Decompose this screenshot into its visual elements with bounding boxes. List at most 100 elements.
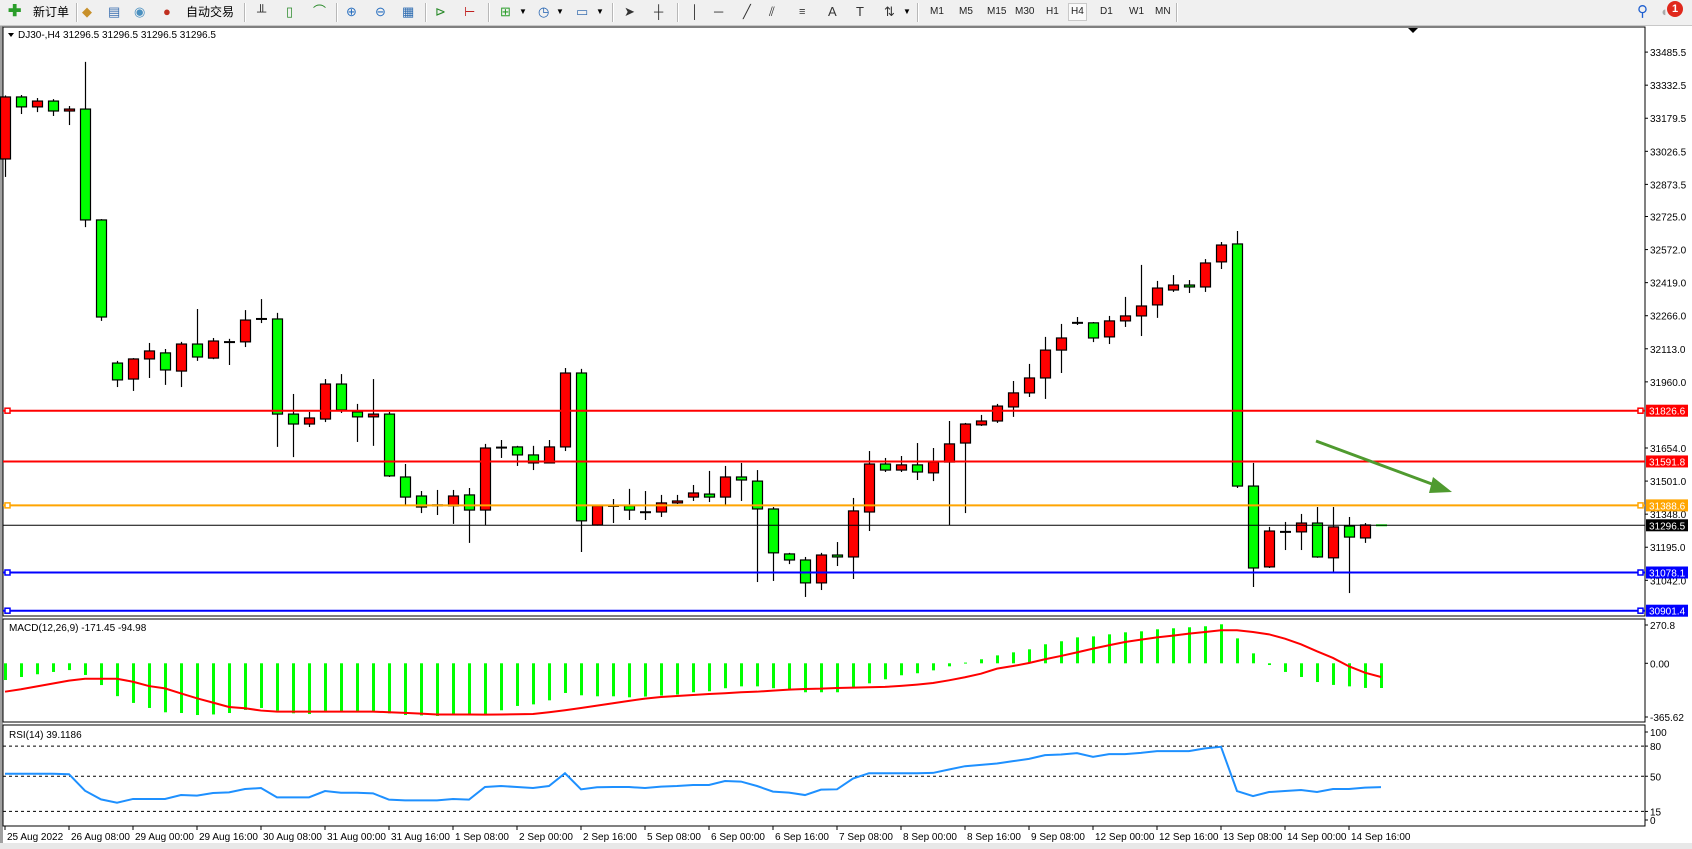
timeframe-d1[interactable]: D1 <box>1100 6 1113 17</box>
arrows-icon[interactable]: ⇅ <box>884 4 895 19</box>
time-axis-label: 25 Aug 2022 <box>7 832 64 843</box>
bar-chart-icon[interactable]: ╨ <box>257 4 267 19</box>
rsi-title: RSI(14) 39.1186 <box>9 730 82 741</box>
chevron-down-icon[interactable]: ▼ <box>556 7 564 16</box>
macd-histogram-bar <box>1012 652 1015 664</box>
macd-histogram-bar <box>532 663 535 705</box>
auto-trading-icon[interactable]: ● <box>163 4 171 19</box>
candle <box>1231 230 1244 489</box>
line-chart-icon[interactable]: ⌒ <box>313 4 327 19</box>
new-order-icon[interactable]: ✚ <box>8 3 22 20</box>
rsi-line <box>5 745 1382 804</box>
new-order-button[interactable]: 新订单 <box>33 5 70 19</box>
notification-icon[interactable]: ◖ <box>1660 4 1668 19</box>
macd-histogram-bar <box>644 663 647 697</box>
bull-candle-body <box>63 108 76 112</box>
text-label-icon[interactable]: T <box>856 4 864 19</box>
fibonacci-icon[interactable]: ≡ <box>799 6 806 18</box>
timeframe-mn[interactable]: MN <box>1155 6 1171 17</box>
bull-candle-body <box>1039 349 1052 379</box>
candle <box>975 414 988 426</box>
candlestick-icon[interactable]: ▯ <box>286 4 294 19</box>
notification-badge[interactable]: 1 <box>1667 1 1683 17</box>
macd-histogram-bar <box>740 663 743 687</box>
zoom-out-icon[interactable]: ⊖ <box>375 4 386 19</box>
bull-candle-body <box>1007 392 1020 408</box>
macd-histogram-bar <box>276 663 279 711</box>
macd-histogram-bar <box>964 662 967 664</box>
bull-candle-body <box>239 319 252 343</box>
auto-trading-button[interactable]: 自动交易 <box>186 5 235 19</box>
tile-windows-icon[interactable]: ▦ <box>402 4 415 19</box>
search-icon[interactable]: ⚲ <box>1637 3 1648 20</box>
bear-candle-body <box>463 494 476 511</box>
macd-histogram-bar <box>564 663 567 693</box>
candle <box>79 61 92 228</box>
cursor-icon[interactable]: ➤ <box>624 4 635 19</box>
price-label-box <box>1646 566 1688 579</box>
candle <box>1199 259 1212 292</box>
macd-histogram-bar <box>68 663 71 671</box>
time-axis-label: 14 Sep 00:00 <box>1287 832 1347 843</box>
timeframe-m5[interactable]: M5 <box>959 6 973 17</box>
timeframe-m1[interactable]: M1 <box>930 6 944 17</box>
macd-histogram-bar <box>708 663 711 692</box>
vertical-line-icon[interactable]: │ <box>691 4 700 19</box>
chevron-down-icon[interactable]: ▼ <box>519 7 527 16</box>
price-level-label: 31388.6 <box>1649 501 1686 512</box>
chevron-down-icon[interactable]: ▼ <box>596 7 604 16</box>
equidistant-channel-icon[interactable]: ⫽ <box>769 4 775 19</box>
price-axis-label: 31042.0 <box>1650 576 1687 587</box>
autoscroll-icon[interactable]: ⊳ <box>435 4 446 19</box>
candle <box>799 556 812 597</box>
chart-shift-icon[interactable]: ⊢ <box>464 4 476 19</box>
macd-histogram-bar <box>596 663 599 697</box>
candle <box>271 312 284 447</box>
candle <box>1343 516 1356 594</box>
macd-histogram-bar <box>1124 632 1127 664</box>
book-icon[interactable]: ◆ <box>82 4 92 19</box>
time-axis-label: 8 Sep 00:00 <box>903 832 957 843</box>
bull-candle-body <box>303 417 316 425</box>
macd-histogram-bar <box>1044 644 1047 664</box>
timeframe-m30[interactable]: M30 <box>1015 6 1035 17</box>
crosshair-icon[interactable]: ┼ <box>654 4 664 19</box>
candle <box>751 470 764 583</box>
bull-candle-body <box>543 446 556 464</box>
time-axis-label: 29 Aug 00:00 <box>135 832 194 843</box>
templates-icon[interactable]: ▭ <box>576 4 589 19</box>
candle <box>543 440 556 464</box>
timeframe-h4[interactable]: H4 <box>1068 3 1087 21</box>
macd-histogram-bar <box>1076 637 1079 664</box>
indicators-icon[interactable]: ⊞ <box>500 4 511 19</box>
bull-candle-body <box>1151 287 1164 306</box>
macd-pane <box>2 618 1646 723</box>
text-icon[interactable]: A <box>828 4 837 19</box>
timeframe-w1[interactable]: W1 <box>1129 6 1144 17</box>
bear-candle-body <box>879 463 892 471</box>
timeframe-h1[interactable]: H1 <box>1046 6 1059 17</box>
signal-icon[interactable]: ◉ <box>134 4 146 19</box>
candle <box>511 445 524 466</box>
candle <box>367 379 380 446</box>
chevron-down-icon[interactable]: ▼ <box>903 7 911 16</box>
horizontal-line-icon[interactable]: ─ <box>714 4 724 19</box>
terminal-icon[interactable]: ▤ <box>108 4 121 19</box>
periods-icon[interactable]: ◷ <box>538 4 550 19</box>
toolbar-separator <box>488 3 490 22</box>
timeframe-m15[interactable]: M15 <box>987 6 1007 17</box>
macd-histogram-bar <box>292 663 295 714</box>
trendline-icon[interactable]: ╱ <box>743 4 751 19</box>
macd-histogram-bar <box>1140 631 1143 664</box>
candle <box>1103 315 1116 345</box>
macd-histogram-bar <box>244 663 247 710</box>
level-anchor-handle <box>4 607 11 614</box>
bull-candle-body <box>959 423 972 444</box>
time-axis-label: 8 Sep 16:00 <box>967 832 1021 843</box>
bull-candle-body <box>1215 244 1228 263</box>
zoom-in-icon[interactable]: ⊕ <box>346 4 357 19</box>
macd-histogram-bar <box>36 663 39 675</box>
time-axis-label: 1 Sep 08:00 <box>455 832 509 843</box>
candle <box>207 337 220 360</box>
